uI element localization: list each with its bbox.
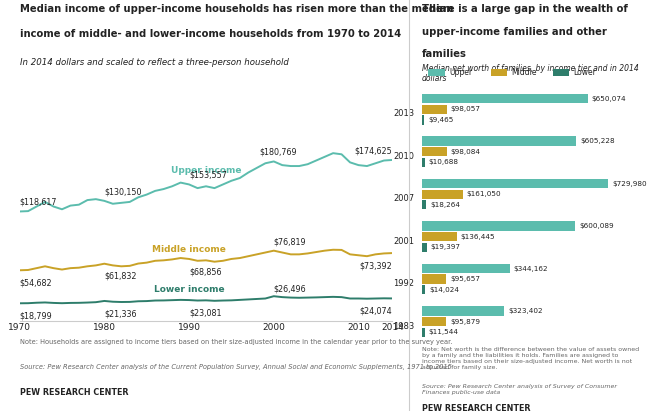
Text: income of middle- and lower-income households from 1970 to 2014: income of middle- and lower-income house… <box>20 29 401 39</box>
Bar <box>422 200 426 210</box>
Text: $174,625: $174,625 <box>354 146 392 155</box>
Text: 2001: 2001 <box>393 237 415 246</box>
Bar <box>422 306 504 316</box>
Text: $21,336: $21,336 <box>105 309 137 318</box>
Text: 2013: 2013 <box>393 109 415 118</box>
Text: Median income of upper-income households has risen more than the median: Median income of upper-income households… <box>20 4 453 14</box>
Text: Note: Households are assigned to income tiers based on their size-adjusted incom: Note: Households are assigned to income … <box>20 339 452 345</box>
Text: $14,024: $14,024 <box>429 287 459 293</box>
Text: In 2014 dollars and scaled to reflect a three-person household: In 2014 dollars and scaled to reflect a … <box>20 58 288 67</box>
Text: $605,228: $605,228 <box>580 138 615 144</box>
Bar <box>422 317 446 326</box>
Text: $729,980: $729,980 <box>612 180 647 187</box>
Text: PEW RESEARCH CENTER: PEW RESEARCH CENTER <box>20 388 128 397</box>
Text: $153,557: $153,557 <box>189 171 227 180</box>
Text: $61,832: $61,832 <box>105 272 137 281</box>
Bar <box>422 158 424 167</box>
Text: $650,074: $650,074 <box>592 96 627 102</box>
Text: $180,769: $180,769 <box>259 148 297 157</box>
Text: 1992: 1992 <box>393 279 415 288</box>
Text: $18,264: $18,264 <box>430 202 460 208</box>
Text: $95,879: $95,879 <box>450 319 480 325</box>
Bar <box>422 222 575 231</box>
Text: $68,856: $68,856 <box>189 267 222 276</box>
Text: $54,682: $54,682 <box>20 279 52 288</box>
Text: Upper: Upper <box>449 68 472 77</box>
Text: $161,050: $161,050 <box>467 191 502 197</box>
Text: Lower income: Lower income <box>154 285 224 294</box>
Text: PEW RESEARCH CENTER: PEW RESEARCH CENTER <box>422 404 530 411</box>
Text: Middle income: Middle income <box>152 245 226 254</box>
Text: Upper income: Upper income <box>171 166 241 175</box>
Text: $19,397: $19,397 <box>430 244 460 250</box>
Text: $73,392: $73,392 <box>360 261 392 270</box>
Bar <box>422 115 424 125</box>
Text: $9,465: $9,465 <box>428 117 453 123</box>
Bar <box>422 285 425 294</box>
Text: $136,445: $136,445 <box>460 234 495 240</box>
Text: 1983: 1983 <box>393 322 415 331</box>
Text: 2007: 2007 <box>393 194 415 203</box>
Text: $98,084: $98,084 <box>451 149 481 155</box>
Text: $11,544: $11,544 <box>428 329 458 335</box>
Text: $600,089: $600,089 <box>579 223 613 229</box>
Bar <box>422 264 509 273</box>
Text: $24,074: $24,074 <box>360 307 392 316</box>
Bar <box>422 275 446 284</box>
Text: families: families <box>422 49 467 59</box>
Bar <box>422 232 456 241</box>
Text: $26,496: $26,496 <box>274 284 307 293</box>
Bar <box>422 104 447 114</box>
Bar <box>422 189 463 199</box>
Text: $23,081: $23,081 <box>189 308 222 317</box>
Text: $18,799: $18,799 <box>20 312 52 321</box>
Text: $130,150: $130,150 <box>105 187 142 196</box>
Text: Middle: Middle <box>511 68 537 77</box>
Text: 2010: 2010 <box>393 152 415 161</box>
Bar <box>422 94 588 103</box>
Text: upper-income families and other: upper-income families and other <box>422 27 607 37</box>
Text: Source: Pew Research Center analysis of the Current Population Survey, Annual So: Source: Pew Research Center analysis of … <box>20 364 451 370</box>
Text: There is a large gap in the wealth of: There is a large gap in the wealth of <box>422 4 628 14</box>
Text: Median net worth of families, by income tier and in 2014
dollars: Median net worth of families, by income … <box>422 64 638 83</box>
Text: $98,057: $98,057 <box>451 106 481 112</box>
Text: Note: Net worth is the difference between the value of assets owned
by a family : Note: Net worth is the difference betwee… <box>422 347 639 370</box>
Bar <box>422 136 576 146</box>
Text: $323,402: $323,402 <box>508 308 543 314</box>
Text: $95,657: $95,657 <box>450 276 480 282</box>
Text: $76,819: $76,819 <box>274 237 307 246</box>
Text: $344,162: $344,162 <box>513 266 548 272</box>
Text: Lower: Lower <box>574 68 596 77</box>
Text: $118,617: $118,617 <box>20 198 57 207</box>
Bar <box>422 179 608 188</box>
Bar <box>422 242 427 252</box>
Bar <box>422 328 425 337</box>
Text: Source: Pew Research Center analysis of Survey of Consumer
Finances public-use d: Source: Pew Research Center analysis of … <box>422 384 617 395</box>
Text: $10,688: $10,688 <box>428 159 458 165</box>
Bar <box>422 147 447 157</box>
